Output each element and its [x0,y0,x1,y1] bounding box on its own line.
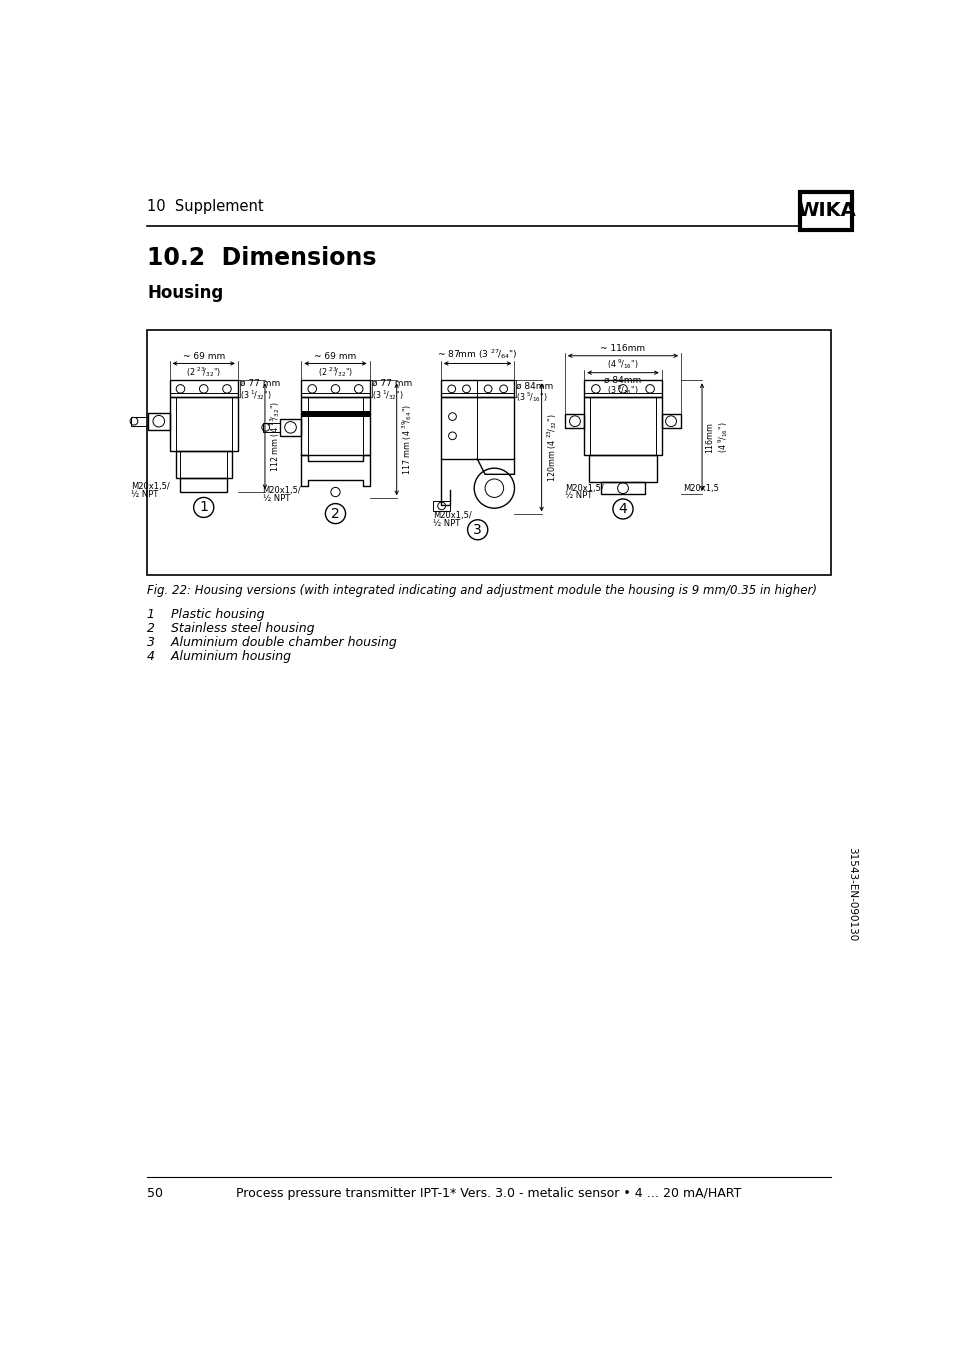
Text: M20x1,5/: M20x1,5/ [433,512,472,520]
Text: M20x1,5/: M20x1,5/ [262,486,301,494]
Text: ½ NPT: ½ NPT [433,519,460,528]
Text: 10.2  Dimensions: 10.2 Dimensions [147,245,376,269]
Text: 31543-EN-090130: 31543-EN-090130 [846,846,857,941]
Text: 1: 1 [199,501,208,515]
Bar [600,482,644,494]
Bar [301,380,369,397]
Text: ~ 87mm (3 $^{27}\!/_{64}$"): ~ 87mm (3 $^{27}\!/_{64}$") [436,347,517,362]
Text: Housing: Housing [147,284,223,302]
Text: 116mm
(4 $^{9}\!/_{16}$"): 116mm (4 $^{9}\!/_{16}$") [704,421,729,452]
Bar [301,412,369,417]
Bar [301,397,369,455]
Bar [800,192,852,230]
Text: ø 84mm: ø 84mm [516,382,553,391]
Text: (3 $^{5}\!/_{16}$"): (3 $^{5}\!/_{16}$") [516,390,547,405]
Text: M20x1,5: M20x1,5 [682,483,718,493]
Text: (3 $^{5}\!/_{16}$"): (3 $^{5}\!/_{16}$") [606,383,639,397]
Text: Fig. 22: Housing versions (with integrated indicating and adjustment module the : Fig. 22: Housing versions (with integrat… [147,585,817,597]
Text: ~ 69 mm: ~ 69 mm [314,352,356,362]
Text: ½ NPT: ½ NPT [262,494,290,502]
Bar [170,397,237,451]
Text: 50: 50 [147,1186,163,1200]
Text: 4: 4 [618,502,627,516]
Bar [131,417,148,425]
Bar [588,455,657,482]
Text: (3 $^{1}\!/_{32}$"): (3 $^{1}\!/_{32}$") [372,389,403,402]
Bar [148,413,170,429]
Text: 112 mm (4 $^{13}\!/_{32}$"): 112 mm (4 $^{13}\!/_{32}$") [268,401,282,471]
Text: 3: 3 [473,523,481,536]
Text: Process pressure transmitter IPT-1* Vers. 3.0 - metalic sensor • 4 … 20 mA/HART: Process pressure transmitter IPT-1* Vers… [236,1186,740,1200]
Text: (3 $^{1}\!/_{32}$"): (3 $^{1}\!/_{32}$") [240,389,272,402]
Text: M20x1,5/: M20x1,5/ [131,482,170,492]
Text: ~ 69 mm: ~ 69 mm [182,352,225,362]
Bar [661,414,680,428]
Bar [170,380,237,397]
Bar [262,422,279,432]
Text: 1    Plastic housing: 1 Plastic housing [147,608,264,621]
Bar [564,414,583,428]
Text: 117 mm (4 $^{39}\!/_{64}$"): 117 mm (4 $^{39}\!/_{64}$") [399,403,414,475]
Bar [440,397,514,459]
Text: ø 77 mm: ø 77 mm [372,379,412,387]
Text: (2 $^{23}\!/_{32}$"): (2 $^{23}\!/_{32}$") [186,366,221,379]
Text: (4 $^{9}\!/_{16}$"): (4 $^{9}\!/_{16}$") [606,357,639,371]
Text: ø 84mm: ø 84mm [604,376,641,385]
Text: (2 $^{23}\!/_{32}$"): (2 $^{23}\!/_{32}$") [317,366,353,379]
Bar [583,380,661,397]
Bar [583,397,661,455]
Text: 10  Supplement: 10 Supplement [147,199,263,214]
Bar [440,380,514,397]
Text: ø 77 mm: ø 77 mm [240,379,280,387]
Text: 2    Stainless steel housing: 2 Stainless steel housing [147,623,314,635]
Text: M20x1,5/: M20x1,5/ [564,483,603,493]
Text: 3    Aluminium double chamber housing: 3 Aluminium double chamber housing [147,636,396,649]
Bar [147,330,830,575]
Text: ½ NPT: ½ NPT [564,492,592,500]
Bar [279,418,301,436]
Bar [180,478,227,492]
Text: 120mm (4 $^{23}\!/_{32}$"): 120mm (4 $^{23}\!/_{32}$") [544,413,558,482]
Text: ~ 116mm: ~ 116mm [599,344,645,353]
Text: WIKA: WIKA [796,202,855,221]
Text: ½ NPT: ½ NPT [131,490,158,498]
Bar [433,501,450,510]
Bar [175,451,232,478]
Text: 4    Aluminium housing: 4 Aluminium housing [147,650,291,663]
Text: 2: 2 [331,506,339,520]
